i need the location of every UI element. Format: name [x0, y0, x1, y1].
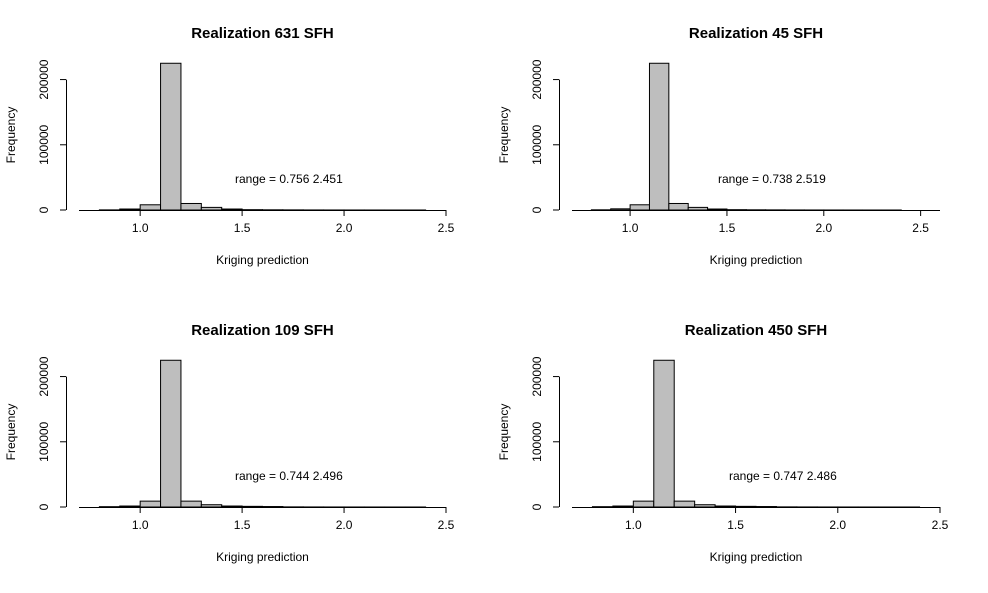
histogram-bar: [221, 208, 243, 211]
x-tick-label: 1.0: [622, 221, 639, 235]
x-tick-label: 2.5: [932, 518, 949, 532]
y-tick-label: 0: [530, 503, 544, 510]
y-tick-label: 0: [37, 206, 51, 213]
y-tick-label: 100000: [37, 124, 51, 164]
x-axis-label: Kriging prediction: [216, 550, 309, 564]
y-tick-label: 200000: [530, 356, 544, 396]
chart-title: Realization 450 SFH: [685, 322, 828, 339]
x-tick-label: 2.0: [829, 518, 846, 532]
range-annotation: range = 0.744 2.496: [235, 469, 343, 483]
histogram-bar: [160, 62, 182, 211]
range-annotation: range = 0.756 2.451: [235, 172, 343, 186]
histogram-bar: [714, 505, 737, 508]
chart-title: Realization 631 SFH: [191, 25, 334, 42]
histogram-bar: [119, 208, 141, 211]
histogram-bar: [735, 505, 757, 508]
y-axis-label: Frequency: [4, 107, 18, 164]
x-tick-label: 2.5: [438, 518, 455, 532]
histogram-bar: [180, 202, 202, 211]
histogram-bar: [673, 500, 696, 508]
y-tick-label: 100000: [37, 421, 51, 461]
histogram-bar: [180, 500, 202, 508]
chart-title: Realization 109 SFH: [191, 322, 334, 339]
range-annotation: range = 0.738 2.519: [718, 172, 826, 186]
x-tick-label: 2.0: [336, 518, 353, 532]
x-tick-label: 1.0: [132, 518, 149, 532]
range-annotation: range = 0.747 2.486: [729, 469, 837, 483]
histogram-bar: [221, 505, 243, 508]
chart-title: Realization 45 SFH: [689, 25, 823, 42]
y-tick-label: 200000: [37, 356, 51, 396]
histogram-bar: [612, 505, 634, 508]
histogram-panel-3: Realization 109 SFH 1.0 1.5 2.0 2.5 Kriging p…: [4, 322, 455, 564]
histogram-bar: [200, 504, 223, 508]
x-axis-label: Kriging prediction: [216, 253, 309, 267]
x-tick-label: 2.5: [438, 221, 455, 235]
x-axis-label: Kriging prediction: [710, 253, 803, 267]
histogram-bar: [200, 206, 223, 211]
histogram-bar: [653, 359, 675, 508]
x-tick-label: 2.5: [912, 221, 929, 235]
histogram-bar: [119, 505, 141, 508]
y-tick-label: 200000: [37, 59, 51, 99]
y-tick-label: 100000: [530, 421, 544, 461]
x-axis-label: Kriging prediction: [710, 550, 803, 564]
histogram-bar: [139, 500, 162, 508]
y-axis-label: Frequency: [497, 107, 511, 164]
x-tick-label: 2.0: [815, 221, 832, 235]
histogram-bar: [610, 208, 631, 211]
histogram-panel-4: Realization 450 SFH 1.0 1.5 2.0 2.5 Kriging p…: [497, 322, 949, 564]
histogram-panel-2: Realization 45 SFH 1.0 1.5 2.0 2.5 Kriging pr…: [497, 25, 940, 267]
histogram-bar: [629, 204, 650, 211]
histogram-bar: [668, 202, 689, 211]
x-tick-label: 1.5: [234, 518, 251, 532]
histogram-bar: [687, 206, 709, 211]
histogram-bar: [632, 500, 655, 508]
histogram-bar: [694, 504, 716, 508]
y-tick-label: 100000: [530, 124, 544, 164]
y-tick-label: 0: [530, 206, 544, 213]
histogram-bar: [160, 359, 182, 508]
x-tick-label: 2.0: [336, 221, 353, 235]
histogram-panel-1: Realization 631 SFH 1.0 1.5 2.0 2.5 Kriging p…: [4, 25, 455, 267]
y-tick-label: 0: [37, 503, 51, 510]
histogram-bar: [707, 208, 728, 211]
x-tick-label: 1.5: [234, 221, 251, 235]
x-tick-label: 1.5: [727, 518, 744, 532]
y-axis-label: Frequency: [4, 404, 18, 461]
x-tick-label: 1.0: [132, 221, 149, 235]
histogram-bar: [648, 62, 670, 211]
histogram-bar: [241, 505, 263, 508]
y-axis-label: Frequency: [497, 404, 511, 461]
x-tick-label: 1.5: [719, 221, 736, 235]
y-tick-label: 200000: [530, 59, 544, 99]
histogram-bar: [139, 204, 162, 211]
x-tick-label: 1.0: [625, 518, 642, 532]
